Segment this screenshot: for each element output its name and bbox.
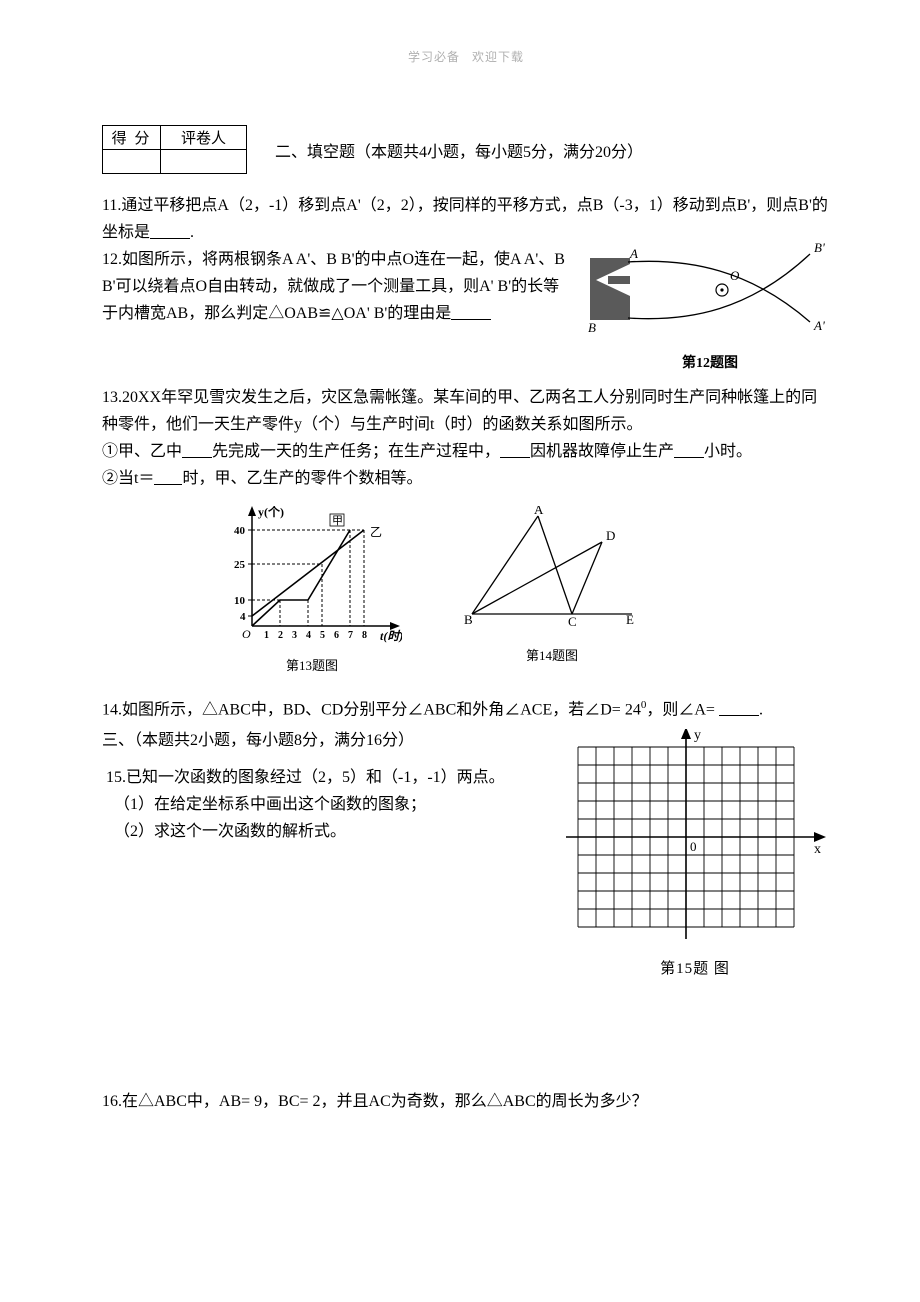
svg-text:2: 2 xyxy=(278,630,283,641)
svg-text:7: 7 xyxy=(348,630,353,641)
svg-text:B': B' xyxy=(814,240,825,255)
score-cell-2 xyxy=(161,150,247,174)
svg-text:D: D xyxy=(606,528,615,543)
svg-text:x: x xyxy=(814,842,821,857)
svg-text:y: y xyxy=(694,729,701,743)
svg-text:A: A xyxy=(534,506,544,517)
question-16: 16.在△ABC中，AB= 9，BC= 2，并且AC为奇数，那么△ABC的周长为… xyxy=(102,1088,830,1115)
score-cell-1 xyxy=(103,150,161,174)
question-14: 14.如图所示，△ABC中，BD、CD分别平分∠ABC和外角∠ACE，若∠D= … xyxy=(102,692,830,723)
figures-row-13-14: y(个) t(时) O 40 25 10 4 1 2 3 4 5 6 7 xyxy=(222,506,830,674)
svg-text:0: 0 xyxy=(690,839,697,854)
figure-12-svg: A B B' A' O xyxy=(580,240,840,350)
figure-15-svg: x y 0 xyxy=(560,729,830,949)
svg-text:B: B xyxy=(588,320,596,335)
blank-q14 xyxy=(719,700,759,716)
svg-text:10: 10 xyxy=(234,595,246,607)
figure-15-caption: 第15题 图 xyxy=(560,957,830,978)
svg-text:C: C xyxy=(568,614,577,629)
figure-13: y(个) t(时) O 40 25 10 4 1 2 3 4 5 6 7 xyxy=(222,506,402,674)
svg-text:O: O xyxy=(242,627,251,641)
blank-q13-2 xyxy=(500,442,530,458)
figure-12-caption: 第12题图 xyxy=(580,352,840,372)
header-left: 学习必备 xyxy=(408,50,460,64)
blank-q13-1 xyxy=(182,442,212,458)
question-13-stem: 13.20XX年罕见雪灾发生之后，灾区急需帐篷。某车间的甲、乙两名工人分别同时生… xyxy=(102,384,830,438)
svg-text:B: B xyxy=(464,612,473,627)
svg-text:40: 40 xyxy=(234,525,246,537)
svg-text:6: 6 xyxy=(334,630,339,641)
score-row: 得 分 评卷人 二、填空题（本题共4小题，每小题5分，满分20分） xyxy=(102,125,830,174)
svg-text:5: 5 xyxy=(320,630,325,641)
figure-13-caption: 第13题图 xyxy=(222,655,402,674)
section-2-title: 二、填空题（本题共4小题，每小题5分，满分20分） xyxy=(275,138,643,162)
svg-text:乙: 乙 xyxy=(370,525,382,539)
svg-text:甲: 甲 xyxy=(332,515,343,527)
svg-text:t(时): t(时) xyxy=(380,629,402,643)
svg-text:O: O xyxy=(730,268,740,283)
svg-text:y(个): y(个) xyxy=(258,506,284,519)
svg-text:1: 1 xyxy=(264,630,269,641)
figure-15: x y 0 第15题 图 xyxy=(560,729,830,978)
svg-text:A': A' xyxy=(813,318,825,333)
score-table: 得 分 评卷人 xyxy=(102,125,247,174)
score-col-2: 评卷人 xyxy=(161,126,247,150)
figure-12: A B B' A' O 第12题图 xyxy=(580,240,840,372)
figure-14-svg: A B C D E xyxy=(462,506,642,636)
question-11: 11.通过平移把点A（2，-1）移到点A'（2，2），按同样的平移方式，点B（-… xyxy=(102,192,830,246)
svg-text:A: A xyxy=(629,246,638,261)
svg-text:4: 4 xyxy=(240,611,246,623)
svg-text:8: 8 xyxy=(362,630,367,641)
svg-text:25: 25 xyxy=(234,559,246,571)
score-col-1: 得 分 xyxy=(103,126,161,150)
figure-14-caption: 第14题图 xyxy=(462,645,642,664)
svg-text:4: 4 xyxy=(306,630,311,641)
figure-14: A B C D E 第14题图 xyxy=(462,506,642,664)
blank-q12 xyxy=(451,304,491,320)
header-right: 欢迎下载 xyxy=(472,50,524,64)
page-header: 学习必备 欢迎下载 xyxy=(102,48,830,65)
figure-13-svg: y(个) t(时) O 40 25 10 4 1 2 3 4 5 6 7 xyxy=(222,506,402,646)
question-13-part2: ②当t＝时，甲、乙生产的零件个数相等。 xyxy=(102,465,830,492)
svg-text:3: 3 xyxy=(292,630,297,641)
svg-text:E: E xyxy=(626,612,634,627)
blank-q11 xyxy=(150,223,190,239)
blank-q13-4 xyxy=(154,469,182,485)
question-13-part1: ①甲、乙中先完成一天的生产任务；在生产过程中，因机器故障停止生产小时。 xyxy=(102,438,830,465)
blank-q13-3 xyxy=(674,442,704,458)
